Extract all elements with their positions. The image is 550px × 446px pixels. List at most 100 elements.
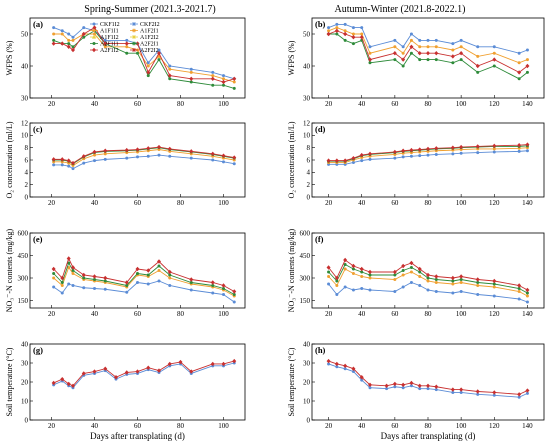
data-point — [409, 147, 414, 153]
y-tick-label: 30 — [21, 94, 29, 102]
data-point — [409, 281, 413, 284]
data-point — [125, 156, 129, 160]
data-point — [210, 280, 215, 285]
y-tick-label: 300 — [18, 274, 29, 282]
data-point — [409, 38, 413, 42]
data-point — [135, 369, 140, 374]
y-tick-label: 40 — [21, 62, 29, 70]
data-point — [211, 74, 215, 78]
data-point — [476, 392, 480, 396]
data-point — [401, 51, 405, 55]
data-point — [343, 263, 347, 266]
data-point — [450, 54, 455, 59]
x-tick-label: 60 — [134, 199, 142, 207]
data-point — [189, 67, 193, 71]
data-point — [525, 48, 529, 52]
data-point — [210, 361, 215, 367]
data-point — [146, 61, 150, 65]
data-point — [393, 273, 397, 277]
data-point — [51, 380, 56, 386]
data-point — [409, 266, 413, 269]
data-point — [434, 274, 439, 279]
panel-h: 20 40 60 80 100 120 140 0 10 20 30 40 (h) Soil temper… — [287, 340, 545, 441]
data-point — [82, 276, 86, 280]
data-point — [327, 270, 331, 274]
data-point — [517, 70, 522, 75]
data-point — [81, 31, 86, 37]
data-point — [368, 51, 372, 55]
data-point — [343, 267, 347, 271]
series-line — [328, 282, 528, 303]
legend-entry: A2F1I2 — [90, 47, 119, 54]
data-point — [475, 63, 480, 69]
data-point — [125, 290, 129, 294]
data-point — [211, 158, 215, 162]
x-tick-label: 80 — [425, 422, 433, 430]
data-point — [368, 273, 372, 277]
data-point — [359, 152, 364, 158]
data-point — [392, 149, 397, 155]
legend-marker — [92, 22, 96, 26]
data-point — [368, 382, 372, 388]
data-point — [417, 51, 422, 56]
data-point — [52, 276, 56, 280]
data-point — [418, 45, 422, 49]
series-line — [328, 263, 528, 294]
data-point — [189, 369, 194, 374]
series-A1F1I1 — [327, 26, 529, 65]
data-point — [459, 144, 464, 150]
data-point — [476, 54, 480, 58]
panel-label: (b) — [315, 19, 326, 29]
data-point — [335, 293, 339, 296]
data-point — [426, 153, 430, 157]
data-point — [327, 29, 331, 33]
x-tick-label: 100 — [218, 100, 229, 108]
data-point — [517, 283, 522, 288]
data-point — [189, 288, 193, 292]
data-point — [52, 163, 56, 167]
data-point — [189, 281, 193, 284]
data-point — [124, 370, 129, 375]
plot-frame — [311, 17, 545, 99]
data-point — [157, 368, 161, 373]
data-point — [492, 51, 496, 55]
data-point — [136, 281, 139, 284]
data-point — [450, 145, 455, 150]
data-point — [343, 22, 347, 26]
data-point — [418, 387, 422, 391]
data-point — [232, 155, 237, 160]
x-tick-label: 60 — [134, 422, 142, 430]
data-point — [146, 273, 150, 277]
data-point — [434, 58, 438, 62]
y-tick-label: 4 — [307, 169, 311, 177]
data-point — [475, 277, 480, 282]
data-point — [103, 38, 107, 42]
data-point — [368, 269, 372, 275]
data-point — [418, 38, 422, 42]
legend-label: A2F1I2 — [100, 48, 119, 54]
data-point — [157, 264, 161, 268]
data-point — [409, 384, 413, 388]
data-point — [492, 150, 496, 154]
panel-label: (f) — [315, 234, 324, 244]
panel-b: 20 40 60 80 100 120 140 30 40 50 (b) WFPS (%) — [287, 17, 545, 108]
data-point — [360, 270, 364, 274]
data-point — [368, 276, 372, 280]
x-tick-label: 40 — [358, 310, 366, 318]
data-point — [492, 45, 496, 49]
data-point — [492, 57, 497, 62]
data-point — [168, 276, 172, 280]
x-tick-label: 140 — [522, 422, 533, 430]
data-point — [60, 32, 64, 36]
data-point — [211, 70, 215, 74]
data-point — [343, 257, 348, 263]
series-line — [53, 147, 235, 165]
y-tick-label: 150 — [18, 297, 29, 305]
y-tick-label: 450 — [18, 252, 29, 260]
data-point — [71, 47, 75, 53]
data-point — [189, 277, 194, 282]
data-point — [124, 41, 129, 46]
legend-entry: CKF1I2 — [90, 22, 120, 28]
data-point — [103, 152, 107, 156]
data-point — [343, 285, 347, 289]
